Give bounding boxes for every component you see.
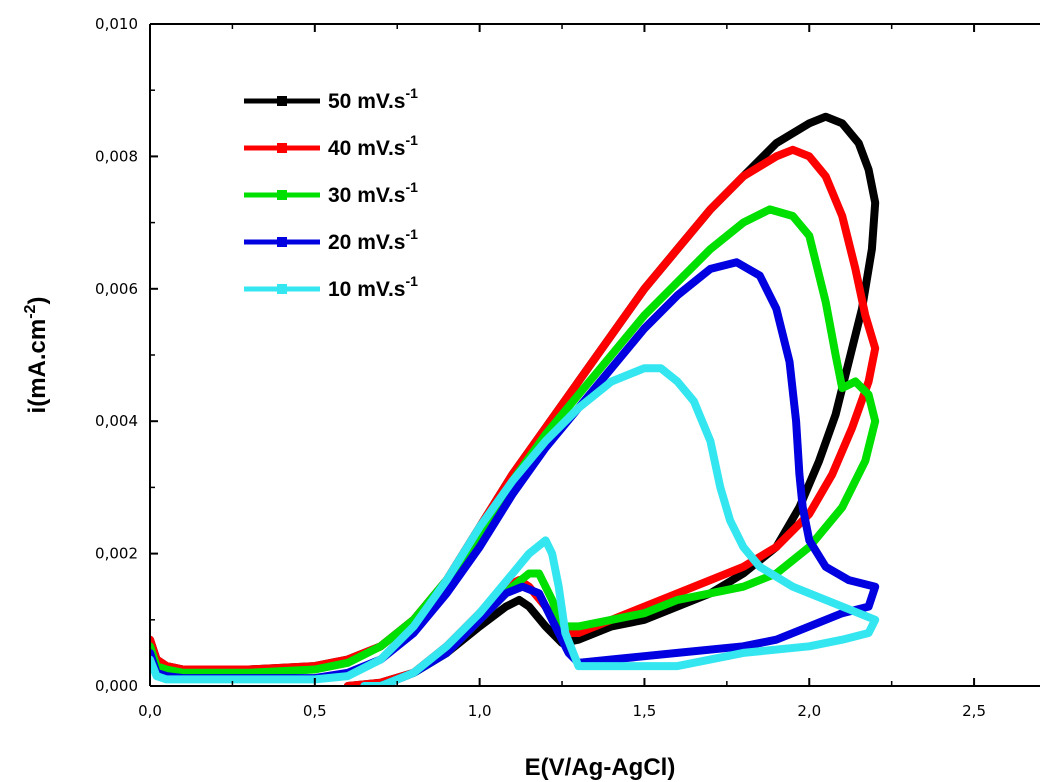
x-axis-title: E(V/Ag-AgCl) — [525, 754, 676, 781]
y-tick-label: 0,000 — [95, 677, 138, 695]
x-tick-label: 1,0 — [468, 702, 492, 720]
legend: 50 mV.s-1 40 mV.s-1 30 mV.s-1 20 mV.s-1 10 m… — [244, 85, 418, 301]
legend-label-2: 30 mV.s-1 — [328, 179, 418, 207]
legend-label-0: 50 mV.s-1 — [328, 85, 418, 113]
y-axis-title: i(mA.cm-2) — [22, 297, 51, 414]
legend-marker-4 — [277, 284, 287, 294]
x-tick-label: 2,0 — [797, 702, 821, 720]
series-lines — [150, 112, 880, 686]
legend-marker-2 — [277, 190, 287, 200]
y-tick-label: 0,006 — [95, 280, 138, 298]
series-line-0 — [150, 112, 880, 686]
y-tick-label: 0,010 — [95, 15, 138, 33]
legend-label-4: 10 mV.s-1 — [328, 273, 418, 301]
legend-marker-0 — [277, 96, 287, 106]
axis-ticks: 0,0 0,5 1,0 1,5 2,0 2,5 0,000 0,002 0,004 0,006 0,… — [95, 15, 986, 720]
x-tick-label: 2,5 — [962, 702, 986, 720]
x-tick-label: 1,5 — [633, 702, 657, 720]
legend-marker-3 — [277, 237, 287, 247]
x-tick-label: 0,5 — [303, 702, 327, 720]
series-line-2 — [150, 205, 880, 686]
y-tick-label: 0,004 — [95, 412, 138, 430]
plot-area: 0,0 0,5 1,0 1,5 2,0 2,5 0,000 0,002 0,004 0,006 0,… — [95, 15, 1040, 720]
legend-marker-1 — [277, 143, 287, 153]
legend-label-1: 40 mV.s-1 — [328, 132, 418, 160]
series-line-4 — [150, 364, 880, 686]
x-tick-label: 0,0 — [138, 702, 162, 720]
y-tick-label: 0,008 — [95, 147, 138, 165]
legend-label-3: 20 mV.s-1 — [328, 226, 418, 254]
y-tick-label: 0,002 — [95, 545, 138, 563]
